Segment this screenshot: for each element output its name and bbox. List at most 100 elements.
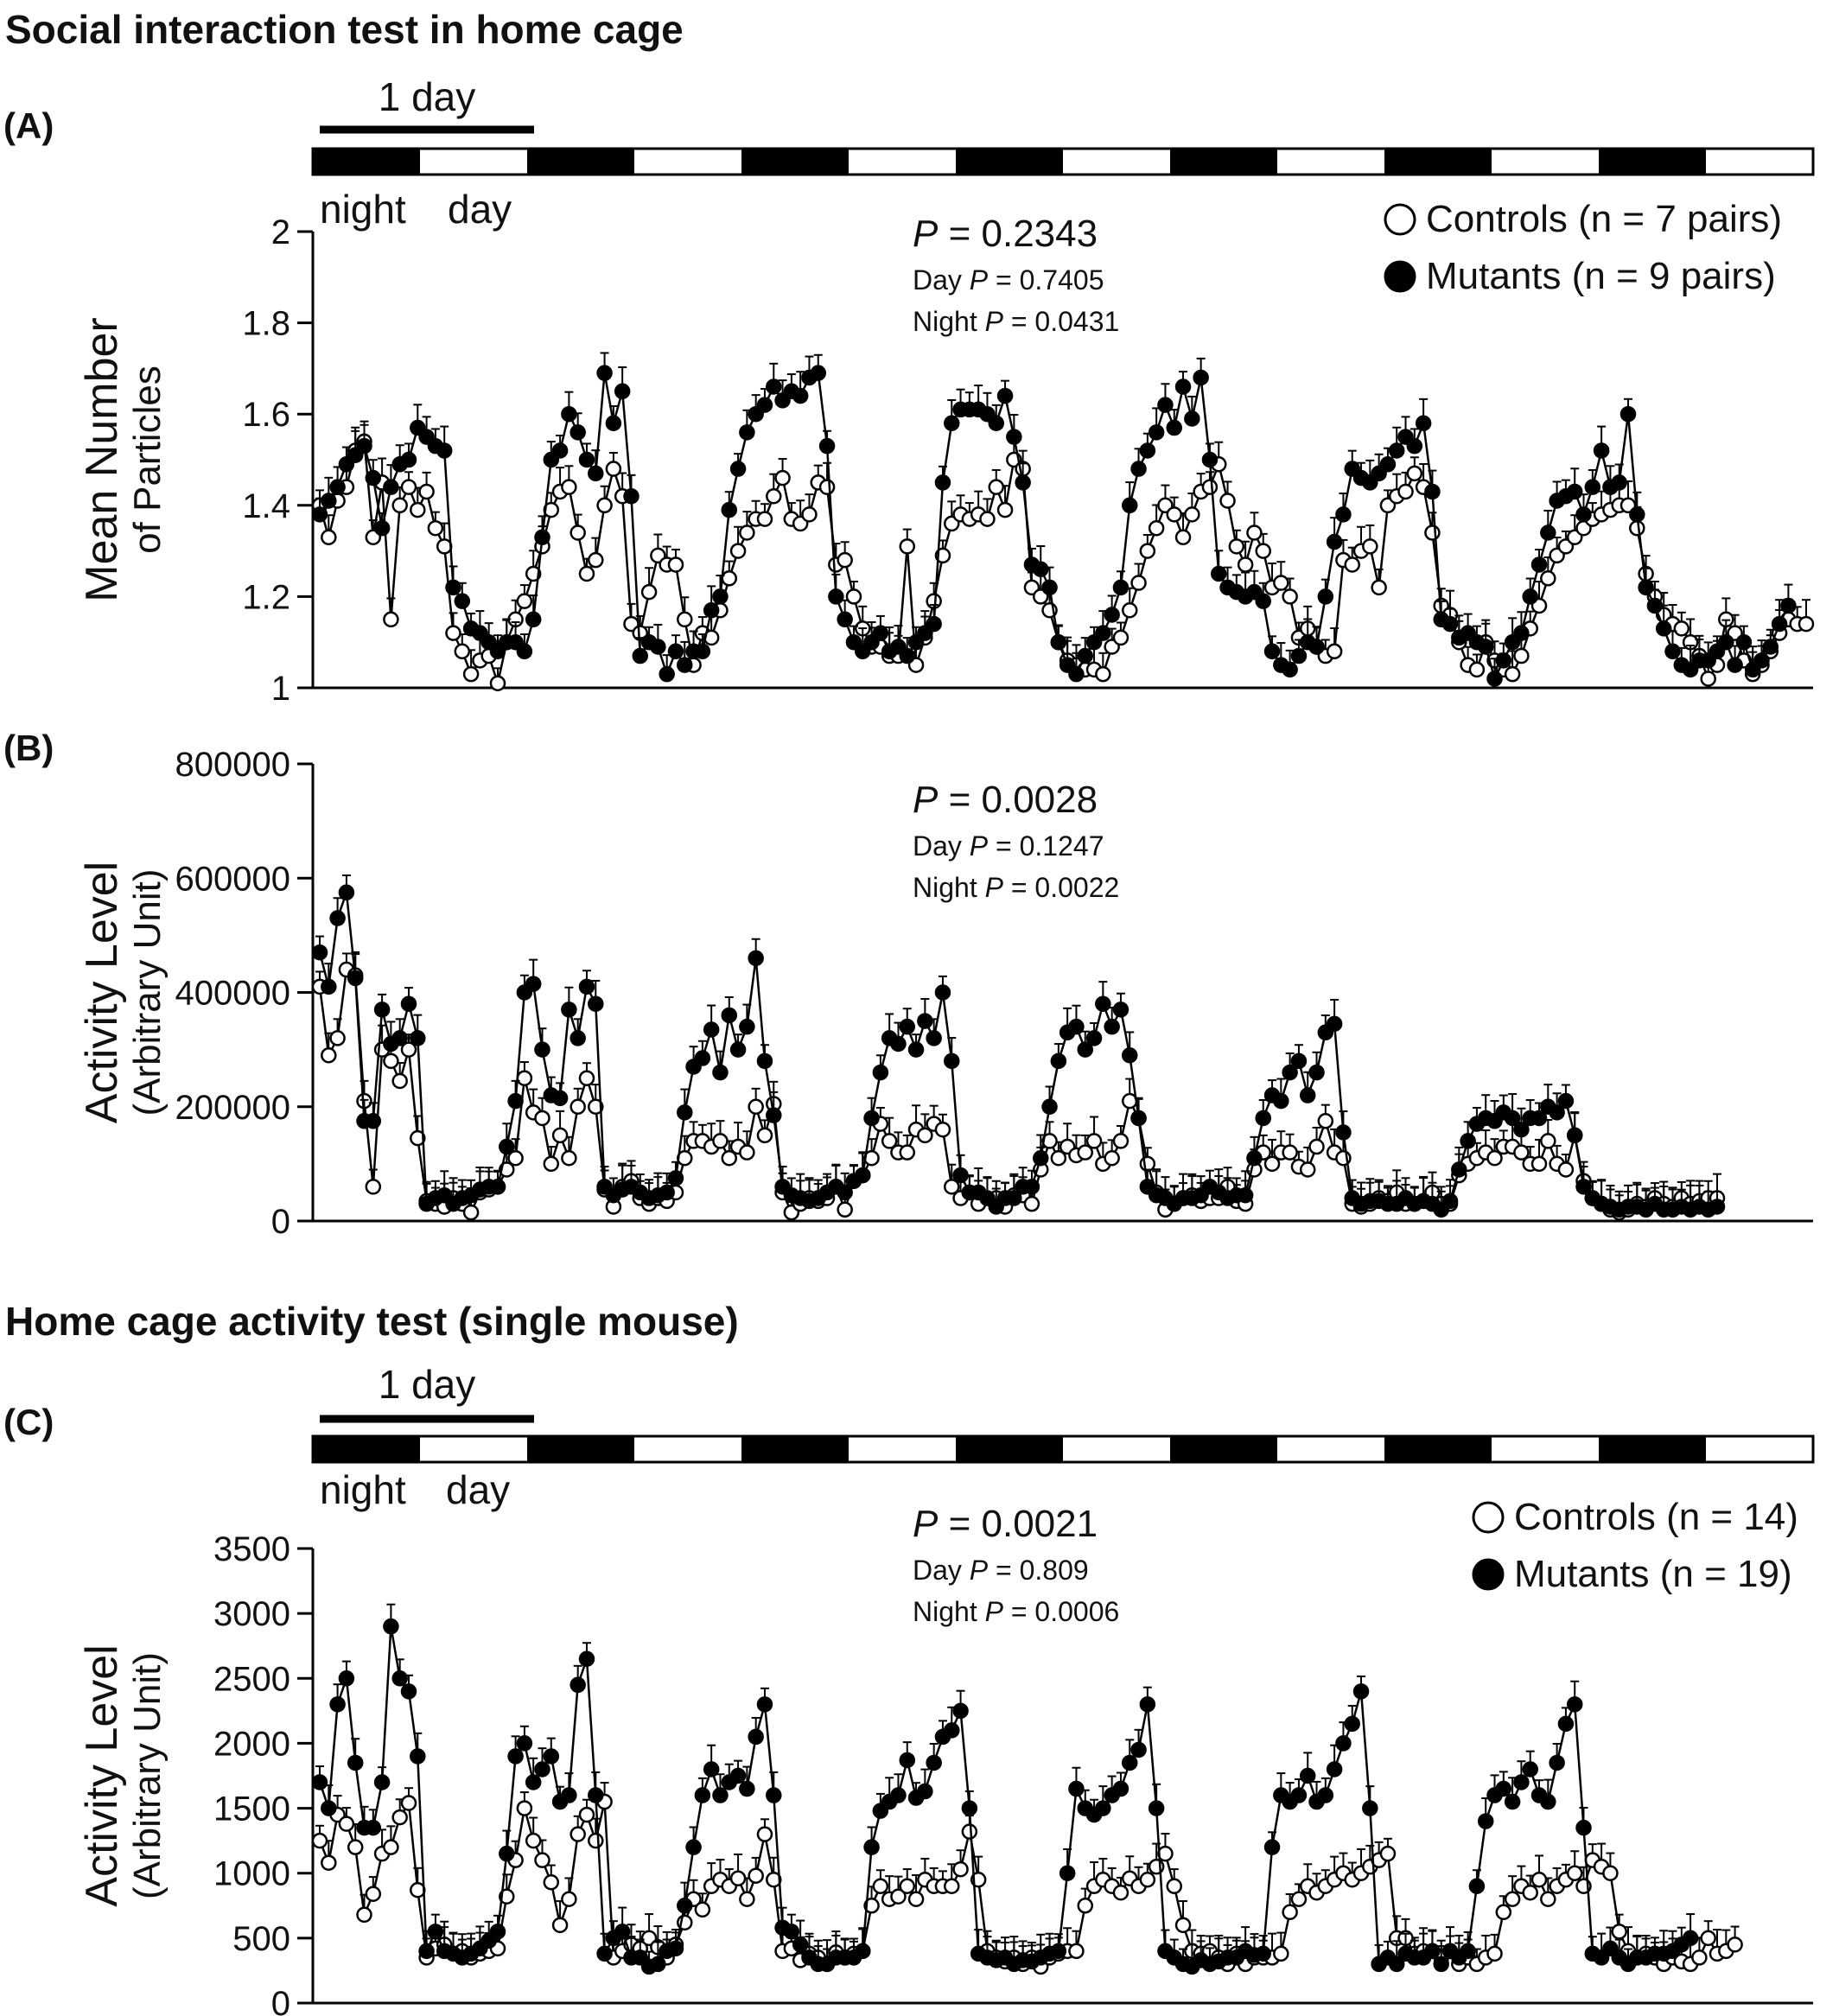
- y-axis-label-line: Activity Level: [77, 862, 127, 1123]
- data-point: [588, 1832, 604, 1849]
- data-point: [1584, 479, 1601, 495]
- y-tick-label: 1.6: [242, 396, 290, 434]
- data-point: [890, 1035, 907, 1053]
- data-point: [570, 1826, 586, 1842]
- data-point: [436, 442, 453, 459]
- night-label: night: [320, 1467, 406, 1512]
- data-point: [1023, 1179, 1040, 1195]
- data-point: [677, 657, 693, 673]
- y-tick-label: 1.4: [242, 487, 290, 525]
- data-point: [578, 1070, 595, 1086]
- data-point: [899, 1752, 916, 1769]
- data-point: [1415, 415, 1432, 432]
- data-point: [729, 1041, 747, 1058]
- data-point: [1540, 1891, 1556, 1908]
- light-dark-band: [311, 1434, 1815, 1464]
- data-point: [1237, 1186, 1254, 1204]
- data-point: [1255, 1110, 1271, 1127]
- day-block: [634, 149, 741, 175]
- y-tick-label: 800000: [175, 746, 290, 784]
- data-point: [1424, 1943, 1441, 1960]
- y-axis-label-line: (Arbitrary Unit): [126, 1652, 169, 1899]
- data-point: [1593, 442, 1610, 459]
- data-point: [1308, 1064, 1325, 1081]
- data-point: [1504, 1793, 1521, 1810]
- p-value-text: = 0.7405: [988, 264, 1104, 296]
- panel-label: (B): [3, 728, 54, 768]
- data-point: [329, 1030, 346, 1046]
- data-point: [944, 1722, 960, 1739]
- data-point: [1352, 1683, 1370, 1700]
- data-point: [1219, 493, 1236, 509]
- data-point: [1362, 538, 1378, 555]
- night-prefix: Night: [913, 872, 985, 903]
- data-point: [489, 1179, 506, 1195]
- data-point: [1255, 543, 1271, 559]
- data-point: [1477, 639, 1494, 655]
- data-point: [792, 387, 809, 404]
- data-point: [685, 1839, 702, 1855]
- data-point: [926, 615, 942, 633]
- data-point: [321, 978, 337, 995]
- data-point: [1104, 1150, 1120, 1167]
- data-point: [1504, 1891, 1521, 1908]
- data-point: [1068, 665, 1085, 683]
- data-point: [1059, 1865, 1076, 1881]
- day-label: day: [446, 1467, 510, 1512]
- data-point: [1540, 570, 1556, 587]
- day-block: [849, 149, 956, 175]
- data-point: [899, 1878, 916, 1894]
- y-tick-label: 1500: [213, 1790, 290, 1828]
- data-point: [1371, 579, 1387, 596]
- data-point: [1166, 506, 1182, 523]
- data-point: [872, 1878, 889, 1894]
- data-point: [1798, 615, 1815, 633]
- data-point: [1246, 525, 1263, 541]
- data-point: [1566, 483, 1583, 500]
- data-point: [1174, 1917, 1192, 1934]
- data-point: [1513, 625, 1530, 641]
- data-point: [748, 1867, 764, 1884]
- data-point: [588, 465, 604, 482]
- data-point: [1193, 369, 1209, 386]
- data-point: [525, 611, 542, 628]
- data-point: [944, 1179, 960, 1195]
- data-point: [356, 437, 372, 455]
- data-point: [739, 1891, 755, 1908]
- panel-c: (C) 1 day night day 0 500 1000 1500 2000 2500 3000…: [3, 1362, 1815, 2016]
- data-point: [338, 884, 355, 901]
- data-point: [570, 1098, 586, 1115]
- data-point: [1433, 1956, 1449, 1973]
- legend-marker: [1472, 1558, 1505, 1591]
- data-point: [1326, 1761, 1343, 1778]
- day-block: [1492, 149, 1599, 175]
- data-point: [1780, 597, 1797, 614]
- data-point: [347, 970, 364, 987]
- p-value-text: = 0.2343: [938, 213, 1098, 255]
- data-point: [1104, 1018, 1120, 1035]
- data-point: [1522, 588, 1538, 605]
- data-point: [578, 1806, 595, 1823]
- data-point: [694, 1050, 711, 1066]
- data-point: [383, 1839, 399, 1855]
- data-point: [365, 1179, 382, 1195]
- legend-label: Mutants (n = 9 pairs): [1426, 255, 1776, 297]
- p-value-text: = 0.0028: [938, 779, 1098, 821]
- night-block: [527, 149, 634, 175]
- data-point: [739, 1144, 755, 1161]
- y-tick-label: 500: [232, 1920, 290, 1958]
- data-point: [614, 383, 631, 400]
- data-point: [979, 511, 996, 527]
- data-point: [400, 451, 417, 468]
- data-point: [400, 1041, 417, 1058]
- data-point: [801, 506, 818, 523]
- data-point: [1237, 556, 1254, 573]
- data-point: [1388, 1956, 1405, 1973]
- data-point: [712, 1064, 729, 1081]
- panel-label: (A): [3, 105, 54, 146]
- data-point: [890, 1888, 907, 1905]
- data-point: [632, 647, 649, 665]
- y-tick-label: 1.8: [242, 305, 290, 343]
- data-point: [1308, 639, 1325, 655]
